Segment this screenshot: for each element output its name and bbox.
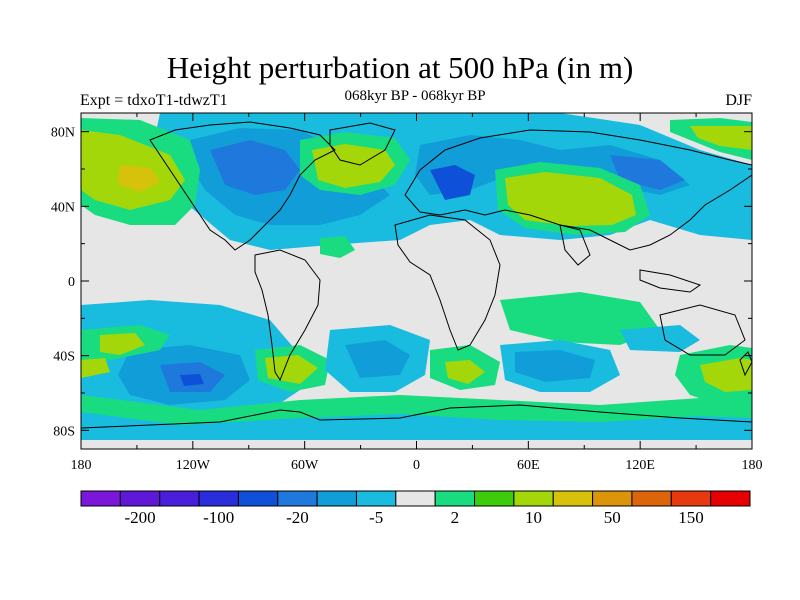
colorbar-swatch bbox=[434, 490, 476, 507]
colorbar-swatch bbox=[80, 490, 121, 507]
lon-tick-label: 180 bbox=[742, 458, 763, 473]
lon-tick-label: 180 bbox=[71, 458, 92, 473]
lon-tick-label: 60E bbox=[517, 458, 540, 473]
lat-axis: 80N 40N 0 40S 80S bbox=[51, 126, 752, 439]
lat-tick-label: 80N bbox=[51, 126, 75, 141]
lon-tick-label: 60W bbox=[291, 458, 319, 473]
colorbar-swatch bbox=[277, 490, 318, 507]
lon-tick-label: 120E bbox=[625, 458, 655, 473]
lon-tick-label: 120W bbox=[176, 458, 211, 473]
colorbar-label: -200 bbox=[124, 508, 155, 527]
colorbar: -200 -100 -20 -5 2 10 50 150 bbox=[80, 490, 751, 527]
colorbar-label: -100 bbox=[203, 508, 234, 527]
lat-tick-label: 40N bbox=[51, 200, 75, 215]
lat-tick-label: 80S bbox=[53, 424, 75, 439]
chart-title: Height perturbation at 500 hPa (in m) bbox=[166, 50, 634, 85]
coastlines bbox=[81, 121, 752, 429]
lat-tick-label: 0 bbox=[68, 275, 75, 290]
colorbar-label: 50 bbox=[604, 508, 621, 527]
lon-axis: 180 120W 60W 0 60E 120E 180 bbox=[71, 113, 763, 473]
colorbar-label: -20 bbox=[286, 508, 309, 527]
colorbar-swatch bbox=[631, 490, 672, 507]
chart-subtitle: 068kyr BP - 068kyr BP bbox=[344, 88, 486, 104]
colorbar-swatch bbox=[198, 490, 239, 507]
colorbar-swatch bbox=[710, 490, 751, 507]
season-label: DJF bbox=[725, 92, 752, 109]
colorbar-swatch bbox=[119, 490, 161, 507]
colorbar-label: 150 bbox=[678, 508, 704, 527]
colorbar-swatch bbox=[316, 490, 357, 507]
colorbar-swatch bbox=[159, 490, 200, 507]
colorbar-label: 2 bbox=[451, 508, 460, 527]
colorbar-swatch bbox=[670, 490, 712, 507]
colorbar-swatch bbox=[552, 490, 594, 507]
colorbar-swatch bbox=[474, 490, 515, 507]
lon-tick-label: 0 bbox=[413, 458, 420, 473]
colorbar-swatch bbox=[513, 490, 554, 507]
colorbar-swatch bbox=[355, 490, 397, 507]
experiment-label: Expt = tdxoT1-tdwzT1 bbox=[80, 92, 228, 109]
lat-tick-label: 40S bbox=[53, 350, 75, 365]
colorbar-label: -5 bbox=[369, 508, 383, 527]
colorbar-swatch bbox=[237, 490, 279, 507]
colorbar-swatch bbox=[395, 490, 436, 507]
contour-field bbox=[81, 113, 752, 449]
colorbar-swatch bbox=[592, 490, 633, 507]
colorbar-label: 10 bbox=[525, 508, 542, 527]
